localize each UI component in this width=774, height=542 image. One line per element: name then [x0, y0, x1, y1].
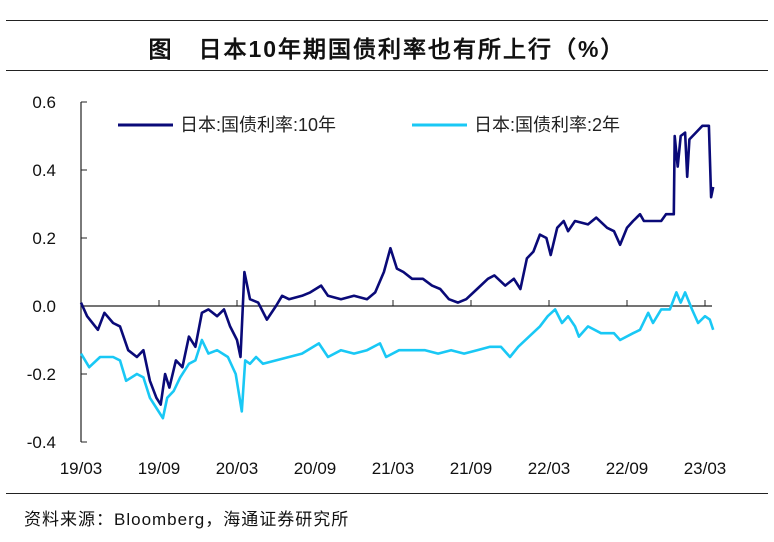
y-tick-label: 0.6 — [32, 93, 56, 112]
x-tick-label: 22/03 — [528, 459, 571, 478]
title-top-rule — [6, 20, 768, 21]
source-rule — [6, 493, 768, 494]
y-tick-label: 0.0 — [32, 297, 56, 316]
x-tick-label: 19/09 — [138, 459, 181, 478]
series-line-2y — [79, 291, 715, 420]
y-tick-label: 0.2 — [32, 229, 56, 248]
y-tick-label: 0.4 — [32, 161, 56, 180]
x-tick-label: 20/03 — [216, 459, 259, 478]
y-tick-label: -0.2 — [27, 365, 56, 384]
source-note: 资料来源：Bloomberg，海通证券研究所 — [24, 510, 350, 529]
legend-label-10y: 日本:国债利率:10年 — [180, 115, 336, 135]
axes: 0.6 0.4 0.2 0.0 -0.2 -0.419/03 19/09 20/03 20/09… — [27, 93, 727, 478]
title-bottom-rule — [6, 70, 768, 71]
x-tick-label: 20/09 — [294, 459, 337, 478]
x-tick-label: 21/09 — [450, 459, 493, 478]
y-tick-label: -0.4 — [27, 433, 56, 452]
legend-label-2y: 日本:国债利率:2年 — [474, 115, 620, 135]
chart-title: 图 日本10年期国债利率也有所上行（%） — [148, 36, 626, 62]
legend: 日本:国债利率:10年 日本:国债利率:2年 — [118, 115, 620, 135]
x-tick-label: 23/03 — [684, 459, 727, 478]
series-lines — [79, 124, 715, 420]
line-chart: 0.6 0.4 0.2 0.0 -0.2 -0.419/03 19/09 20/03 20/09… — [27, 93, 727, 478]
x-tick-label: 21/03 — [372, 459, 415, 478]
series-line-10y — [79, 124, 715, 406]
x-tick-label: 19/03 — [60, 459, 103, 478]
x-tick-label: 22/09 — [606, 459, 649, 478]
